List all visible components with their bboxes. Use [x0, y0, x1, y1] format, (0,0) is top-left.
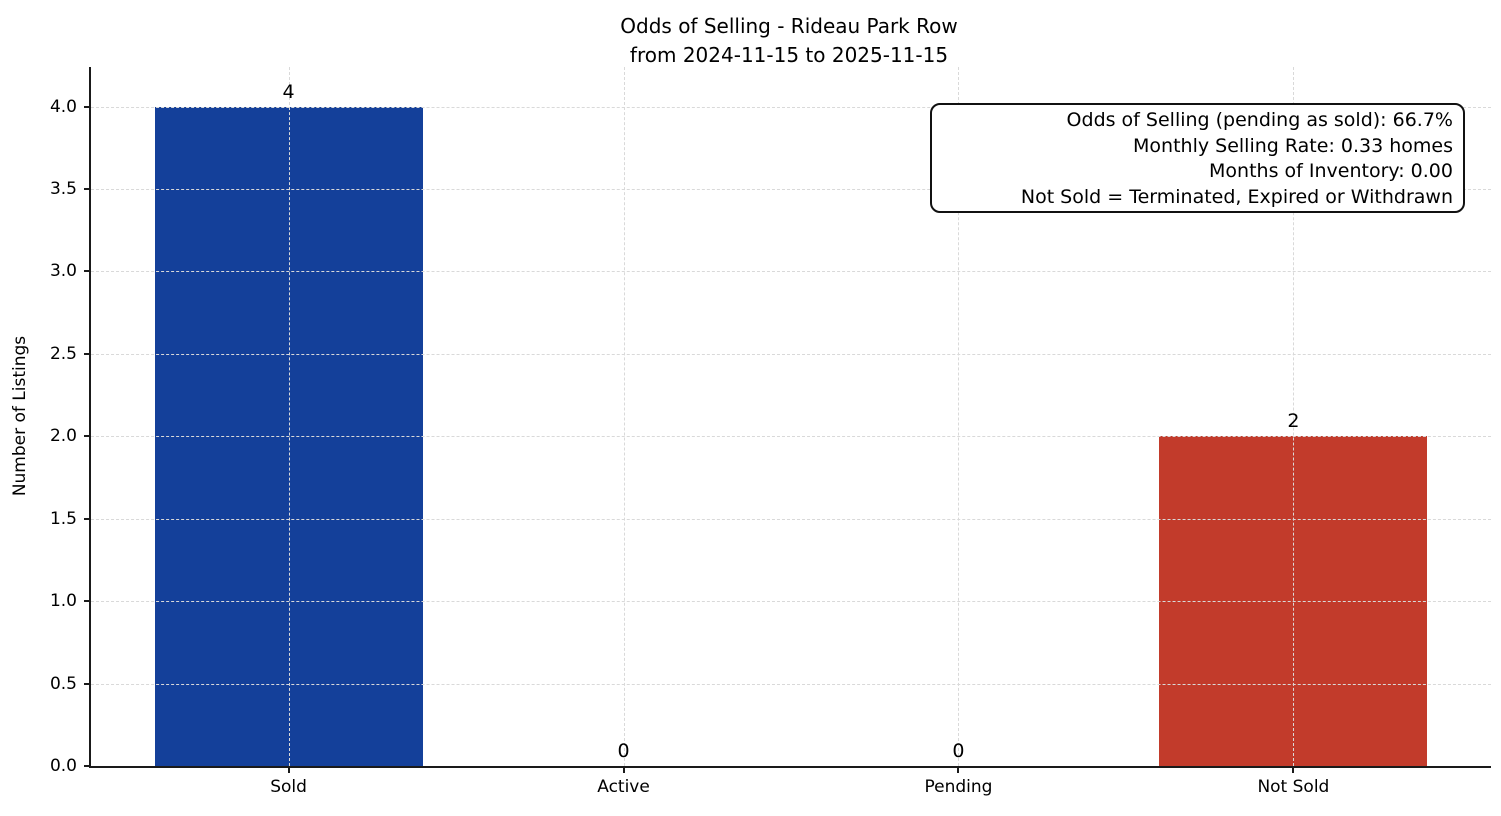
- y-axis-tick: [84, 352, 91, 355]
- gridline-horizontal: [91, 271, 1491, 273]
- gridline-horizontal: [91, 436, 1491, 438]
- chart-title-block: Odds of Selling - Rideau Park Row from 2…: [89, 12, 1489, 70]
- x-axis-tick: [622, 766, 625, 773]
- y-tick-label: 1.5: [49, 508, 77, 529]
- chart-subtitle: from 2024-11-15 to 2025-11-15: [629, 43, 949, 67]
- x-tick-label: Active: [597, 777, 650, 797]
- gridline-horizontal: [91, 106, 1491, 108]
- y-axis-tick: [84, 105, 91, 108]
- x-axis-tick: [287, 766, 290, 773]
- gridline-horizontal: [91, 518, 1491, 520]
- y-axis-tick: [84, 765, 91, 767]
- y-axis-tick: [84, 517, 91, 520]
- y-tick-label: 3.0: [49, 261, 77, 282]
- bar-value-label: 0: [617, 740, 630, 762]
- gridline-horizontal: [91, 188, 1491, 190]
- y-axis-tick: [84, 187, 91, 190]
- gridline-horizontal: [91, 353, 1491, 355]
- plot-area: 0.0 0.5 1.0 1.5 2.0 2.5 3.0 3.5 4.0 4 Sold 0 Active 0…: [50, 67, 1491, 797]
- annotation-line: Not Sold = Terminated, Expired or Withdr…: [1020, 185, 1453, 208]
- x-tick-label: Pending: [924, 777, 993, 797]
- annotation-line: Odds of Selling (pending as sold): 66.7%: [1066, 109, 1453, 131]
- y-axis-tick: [84, 682, 91, 685]
- annotation-line: Monthly Selling Rate: 0.33 homes: [1133, 134, 1453, 157]
- chart-title: Odds of Selling - Rideau Park Row: [620, 14, 958, 38]
- y-tick-label: 1.0: [49, 591, 77, 612]
- y-tick-label: 0.5: [49, 673, 77, 694]
- gridline-vertical: [1293, 67, 1295, 766]
- x-tick-label: Sold: [270, 777, 307, 797]
- gridline-vertical: [623, 67, 625, 766]
- gridline-vertical: [958, 67, 960, 766]
- x-axis-tick: [957, 766, 960, 773]
- y-tick-label: 2.0: [49, 426, 77, 447]
- gridline-horizontal: [91, 683, 1491, 685]
- gridline-horizontal: [91, 601, 1491, 603]
- y-axis-tick: [84, 435, 91, 438]
- y-tick-label: 3.5: [49, 178, 77, 199]
- x-tick-label: Not Sold: [1257, 777, 1330, 797]
- bar-value-label: 4: [282, 80, 295, 103]
- y-tick-label: 2.5: [49, 343, 77, 364]
- bar-value-label: 0: [952, 740, 965, 762]
- annotation-box: Odds of Selling (pending as sold): 66.7%…: [930, 103, 1465, 213]
- y-axis-tick: [84, 600, 91, 603]
- x-axis-tick: [1292, 766, 1295, 773]
- y-tick-label: 0.0: [49, 756, 77, 776]
- annotation-line: Months of Inventory: 0.00: [1209, 160, 1453, 182]
- y-axis-tick: [84, 270, 91, 273]
- bar-value-label: 2: [1287, 410, 1300, 433]
- gridline-vertical: [288, 67, 290, 766]
- y-tick-label: 4.0: [49, 96, 77, 117]
